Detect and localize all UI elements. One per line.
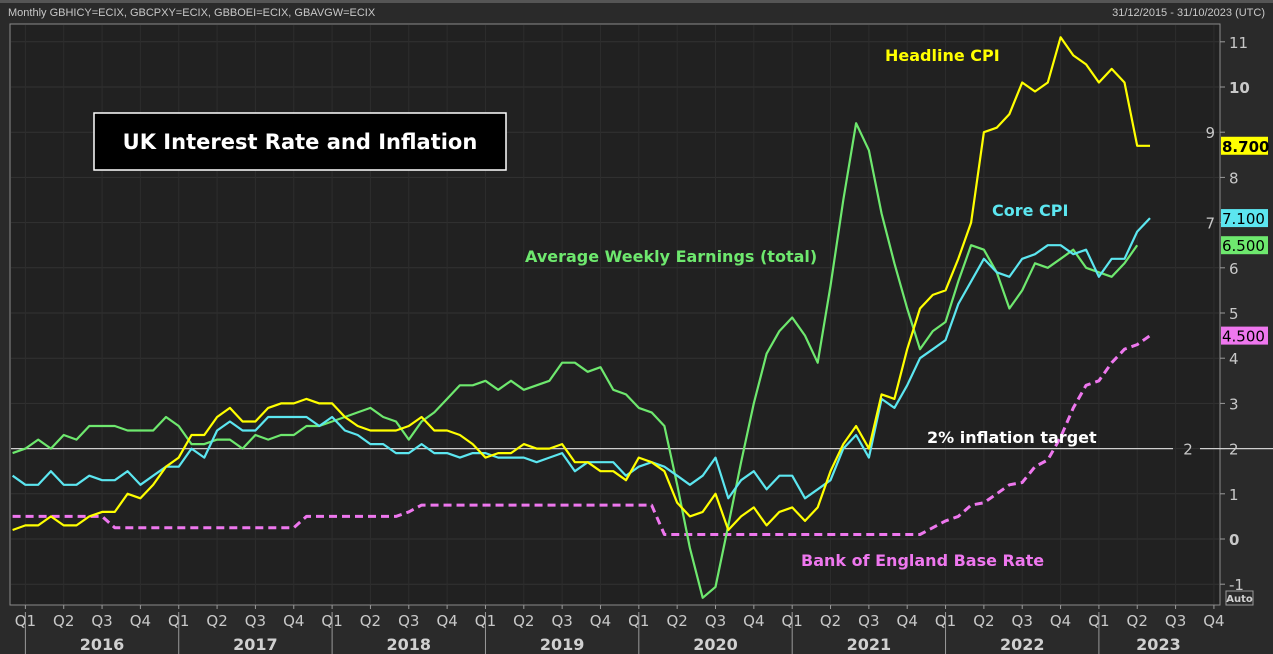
x-quarter-label: Q3 (91, 612, 112, 630)
grid (11, 25, 1219, 604)
y-tick-label: 9 (1205, 124, 1215, 142)
header-instruments: Monthly GBHICY=ECIX, GBCPXY=ECIX, GBBOEI… (8, 7, 376, 19)
last-value-label-bank-of-england-base-rate: 4.500 (1222, 328, 1265, 346)
series-lines (11, 36, 1151, 599)
annotation-label: 2% inflation target (927, 428, 1097, 447)
last-value-badge-average-weekly-earnings-total (1221, 236, 1268, 255)
x-quarter-label: Q4 (897, 612, 918, 630)
y-tick-label: 7 (1205, 215, 1215, 233)
annotations: Headline CPI Core CPI Average Weekly Earni… (525, 46, 1097, 570)
x-quarter-label: Q3 (1012, 612, 1033, 630)
x-quarter-label: Q3 (245, 612, 266, 630)
annotation-label: Headline CPI (885, 46, 1000, 65)
x-year-label: 2020 (693, 635, 738, 654)
x-quarter-label: Q3 (398, 612, 419, 630)
y-tick-label: 10 (1229, 79, 1250, 97)
x-quarter-label: Q3 (858, 612, 879, 630)
x-quarter-label: Q4 (436, 612, 457, 630)
x-quarter-label: Q4 (283, 612, 304, 630)
y-axis: -1 0 1 2 3 4 5 6 7 8 9 10 11 (1205, 34, 1249, 594)
x-quarter-label: Q4 (743, 612, 764, 630)
last-value-badge-bank-of-england-base-rate (1221, 326, 1268, 345)
x-year-label: 2022 (1000, 635, 1045, 654)
x-quarter-label: Q2 (360, 612, 381, 630)
x-year-label: 2021 (847, 635, 892, 654)
header-date-range: 31/12/2015 - 31/10/2023 (UTC) (1112, 7, 1265, 19)
x-quarter-label: Q3 (1165, 612, 1186, 630)
x-quarter-label: Q2 (206, 612, 227, 630)
y-tick-label: -1 (1229, 576, 1244, 594)
series-line-bank-of-england-base-rate (12, 334, 1151, 536)
x-quarter-label: Q2 (513, 612, 534, 630)
chart-title: UK Interest Rate and Inflation (123, 130, 478, 154)
y-tick-label: 6 (1229, 260, 1239, 278)
annotation-label: Average Weekly Earnings (total) (525, 247, 817, 266)
auto-button-label[interactable]: Auto (1226, 594, 1253, 605)
x-quarter-label: Q2 (666, 612, 687, 630)
y-tick-label: 11 (1229, 34, 1248, 52)
x-quarter-label: Q4 (130, 612, 151, 630)
x-quarter-label: Q3 (551, 612, 572, 630)
y-tick-label: 4 (1229, 350, 1239, 368)
y-tick-label: 5 (1229, 305, 1239, 323)
x-quarter-label: Q3 (705, 612, 726, 630)
y-tick-label: 2 (1229, 441, 1239, 459)
x-quarter-label: Q2 (1127, 612, 1148, 630)
x-year-label: 2016 (80, 635, 125, 654)
last-value-badge-headline-cpi (1221, 136, 1268, 155)
y-tick-label: 1 (1229, 486, 1239, 504)
x-year-label: 2023 (1136, 635, 1181, 654)
x-quarter-label: Q4 (590, 612, 611, 630)
x-quarter-label: Q2 (53, 612, 74, 630)
x-year-label: 2019 (540, 635, 585, 654)
y-tick-label: 8 (1229, 169, 1239, 187)
x-year-label: 2017 (233, 635, 278, 654)
annotation-label: Bank of England Base Rate (801, 551, 1044, 570)
series-line-core-cpi (11, 217, 1151, 500)
last-value-label-average-weekly-earnings-total: 6.500 (1222, 237, 1265, 255)
auto-button-frame[interactable] (1225, 590, 1254, 606)
x-quarter-label: Q2 (973, 612, 994, 630)
inflation-target-line: 2 (11, 441, 1273, 459)
y-tick-label: 3 (1229, 395, 1239, 413)
last-value-badge-core-cpi (1221, 209, 1268, 228)
x-quarter-label: Q2 (820, 612, 841, 630)
annotation-label: Core CPI (992, 201, 1068, 220)
y-tick-label: 0 (1229, 531, 1239, 549)
last-value-label-headline-cpi: 8.700 (1222, 138, 1269, 156)
plot-area[interactable] (9, 23, 1221, 606)
target-line-value-label: 2 (1183, 441, 1193, 459)
auto-button[interactable]: Auto (1225, 590, 1254, 606)
x-year-label: 2018 (387, 635, 432, 654)
x-quarter-label: Q4 (1050, 612, 1071, 630)
last-value-label-core-cpi: 7.100 (1222, 210, 1265, 228)
last-value-labels: 4.500 6.500 7.100 8.700 (1221, 136, 1269, 346)
top-border (0, 0, 1273, 3)
title-box-frame (93, 112, 507, 171)
title-box: UK Interest Rate and Inflation (93, 112, 507, 171)
series-line-headline-cpi (12, 36, 1150, 532)
x-quarter-label: Q4 (1203, 612, 1224, 630)
